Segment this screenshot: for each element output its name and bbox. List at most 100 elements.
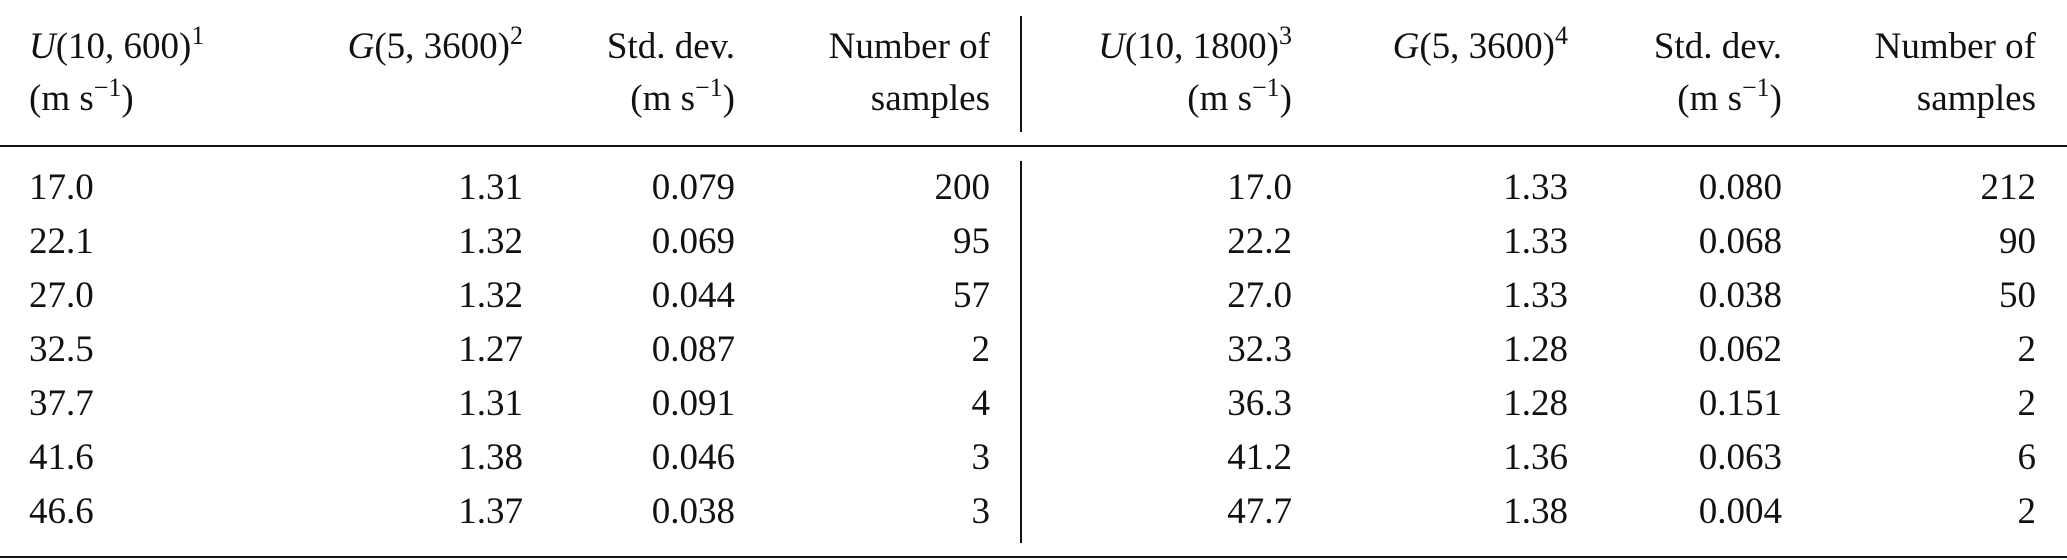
table-cell: 2 — [971, 329, 991, 370]
header-line: (m s−1) — [630, 75, 735, 119]
table-cell: 3 — [971, 491, 991, 532]
table-cell: 0.046 — [651, 437, 735, 478]
table-cell: 1.28 — [1503, 329, 1568, 370]
table-cell: 0.151 — [1698, 383, 1782, 424]
header-text: −1 — [93, 73, 122, 102]
table-cell: 6 — [2017, 437, 2037, 478]
header-text: samples — [870, 78, 990, 119]
table-cell: 1.33 — [1503, 167, 1568, 208]
table-cell: 95 — [953, 221, 990, 262]
header-line: Std. dev. — [1654, 28, 1782, 65]
table-cell: 0.062 — [1698, 329, 1782, 370]
table-cell: 1.32 — [458, 221, 523, 262]
table-cell: 2 — [2017, 383, 2037, 424]
header-text: −1 — [1742, 73, 1770, 102]
table-cell: 1.31 — [458, 167, 523, 208]
header-line: samples — [1917, 80, 2036, 117]
header-text: −1 — [1252, 73, 1280, 102]
table-cell: 22.1 — [29, 221, 94, 262]
table-cell: 90 — [1999, 221, 2036, 262]
table-cell: 0.087 — [651, 329, 735, 370]
header-line: Number of — [829, 28, 990, 65]
header-text: G — [347, 26, 375, 67]
header-text: (5, 3600) — [374, 26, 510, 67]
table-cell: 1.32 — [458, 275, 523, 316]
header-line: Number of — [1875, 28, 2036, 65]
table-cell: 0.038 — [1698, 275, 1782, 316]
header-text: 4 — [1555, 21, 1568, 50]
header-text: ) — [722, 78, 735, 119]
table-cell: 2 — [2017, 491, 2037, 532]
column-divider — [1020, 161, 1022, 543]
table-cell: 1.38 — [1503, 491, 1568, 532]
table-cell: 37.7 — [29, 383, 94, 424]
table-cell: 200 — [934, 167, 991, 208]
header-text: (m s — [29, 78, 94, 119]
header-line: Std. dev. — [607, 28, 735, 65]
header-text: G — [1392, 26, 1420, 67]
table-cell: 1.36 — [1503, 437, 1568, 478]
table-cell: 0.063 — [1698, 437, 1782, 478]
table-cell: 0.080 — [1698, 167, 1782, 208]
table-cell: 50 — [1999, 275, 2036, 316]
table-cell: 36.3 — [1227, 383, 1292, 424]
header-line: (m s−1) — [29, 75, 134, 119]
header-text: (10, 1800) — [1124, 26, 1279, 67]
table-cell: 212 — [1980, 167, 2037, 208]
table-cell: 41.2 — [1227, 437, 1292, 478]
header-text: 1 — [191, 21, 205, 50]
header-text: ) — [121, 78, 134, 119]
header-text: 3 — [1279, 21, 1292, 50]
header-text: (m s — [1677, 78, 1742, 119]
table-cell: 3 — [971, 437, 991, 478]
header-text: (10, 600) — [55, 26, 192, 67]
table-cell: 1.28 — [1503, 383, 1568, 424]
table-cell: 2 — [2017, 329, 2037, 370]
table-cell: 41.6 — [29, 437, 94, 478]
header-text: −1 — [695, 73, 723, 102]
table-cell: 0.004 — [1698, 491, 1782, 532]
table-cell: 0.044 — [651, 275, 735, 316]
table-cell: 22.2 — [1227, 221, 1292, 262]
table-cell: 46.6 — [29, 491, 94, 532]
bottom-rule — [0, 556, 2067, 558]
table-cell: 1.37 — [458, 491, 523, 532]
table-cell: 0.069 — [651, 221, 735, 262]
header-rule — [0, 145, 2067, 147]
table-cell: 17.0 — [1227, 167, 1292, 208]
table-cell: 1.27 — [458, 329, 523, 370]
header-text: 2 — [510, 21, 523, 50]
table-cell: 4 — [971, 383, 991, 424]
table-cell: 0.091 — [651, 383, 735, 424]
header-text: Number of — [1874, 26, 2036, 67]
table-cell: 1.31 — [458, 383, 523, 424]
header-text: (5, 3600) — [1419, 26, 1555, 67]
header-text: (m s — [1187, 78, 1252, 119]
header-text: ) — [1769, 78, 1782, 119]
header-text: Number of — [828, 26, 990, 67]
table-cell: 1.38 — [458, 437, 523, 478]
table-cell: 27.0 — [1227, 275, 1292, 316]
table-cell: 1.33 — [1503, 275, 1568, 316]
table-cell: 32.3 — [1227, 329, 1292, 370]
table-cell: 1.33 — [1503, 221, 1568, 262]
header-text: (m s — [630, 78, 695, 119]
table-cell: 32.5 — [29, 329, 94, 370]
table-cell: 0.079 — [651, 167, 735, 208]
header-text: U — [29, 26, 56, 67]
header-text: U — [1098, 26, 1125, 67]
header-text: Std. dev. — [1653, 26, 1782, 67]
table-cell: 17.0 — [29, 167, 94, 208]
column-divider — [1020, 16, 1022, 132]
header-text: samples — [1916, 78, 2036, 119]
header-text: ) — [1279, 78, 1292, 119]
header-line: U(10, 600)1 — [29, 23, 204, 67]
table-cell: 57 — [953, 275, 990, 316]
header-line: (m s−1) — [1677, 75, 1782, 119]
header-line: G(5, 3600)4 — [1392, 23, 1568, 67]
table-cell: 0.038 — [651, 491, 735, 532]
header-line: samples — [871, 80, 990, 117]
table-cell: 47.7 — [1227, 491, 1292, 532]
table-cell: 0.068 — [1698, 221, 1782, 262]
